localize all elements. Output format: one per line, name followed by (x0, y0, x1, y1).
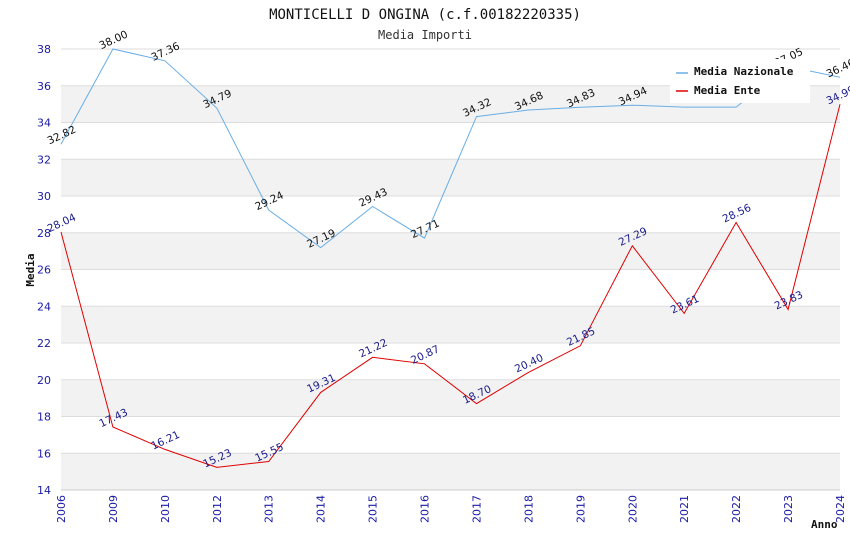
x-tick-label: 2010 (159, 495, 172, 523)
x-tick-label: 2013 (263, 495, 276, 523)
y-tick-label: 18 (37, 411, 51, 424)
x-tick-label: 2017 (470, 495, 483, 523)
y-tick-label: 28 (37, 227, 51, 240)
x-tick-label: 2009 (107, 495, 120, 523)
y-tick-label: 30 (37, 190, 51, 203)
legend-label-nazionale: Media Nazionale (694, 65, 794, 78)
x-tick-label: 2006 (55, 495, 68, 523)
x-tick-label: 2023 (782, 495, 795, 523)
legend-box (670, 59, 810, 103)
x-axis-ticks: 2006 2009 2010 2012 2013 2014 2015 2016 2017 2018… (55, 495, 847, 523)
band (61, 379, 840, 417)
y-tick-label: 22 (37, 337, 51, 350)
y-axis-title: Media (24, 253, 37, 286)
series-line-nazionale (60, 48, 841, 249)
y-tick-label: 24 (37, 300, 51, 313)
series-lines (60, 48, 841, 468)
x-tick-label: 2014 (315, 495, 328, 523)
x-tick-label: 2019 (574, 495, 587, 523)
legend-label-ente: Media Ente (694, 84, 761, 97)
x-tick-label: 2021 (678, 495, 691, 523)
x-tick-label: 2022 (730, 495, 743, 523)
y-tick-label: 34 (37, 117, 51, 130)
x-tick-label: 2018 (522, 495, 535, 523)
x-tick-label: 2016 (419, 495, 432, 523)
x-axis-title: Anno (811, 518, 838, 531)
y-axis-ticks: 14 16 18 20 22 24 26 28 30 32 34 36 38 (37, 43, 51, 497)
band (61, 453, 840, 490)
gridlines (61, 48, 840, 491)
series-line-ente (60, 104, 841, 468)
band (61, 122, 840, 160)
band (61, 343, 840, 380)
band (61, 196, 840, 233)
y-tick-label: 14 (37, 484, 51, 497)
background-bands (61, 49, 840, 490)
y-tick-label: 32 (37, 153, 51, 166)
x-tick-label: 2015 (367, 495, 380, 523)
band (61, 232, 840, 270)
y-tick-label: 38 (37, 43, 51, 56)
band (61, 269, 840, 307)
band (61, 416, 840, 454)
y-tick-label: 36 (37, 80, 51, 93)
x-tick-label: 2024 (834, 495, 847, 523)
y-tick-label: 16 (37, 447, 51, 460)
x-tick-label: 2020 (626, 495, 639, 523)
chart-subtitle: Media Importi (378, 28, 472, 42)
y-tick-label: 26 (37, 264, 51, 277)
chart-title: MONTICELLI D ONGINA (c.f.00182220335) (269, 7, 581, 23)
band (61, 306, 840, 343)
legend: Media Nazionale Media Ente (670, 59, 810, 103)
x-tick-label: 2012 (211, 495, 224, 523)
y-tick-label: 20 (37, 374, 51, 387)
